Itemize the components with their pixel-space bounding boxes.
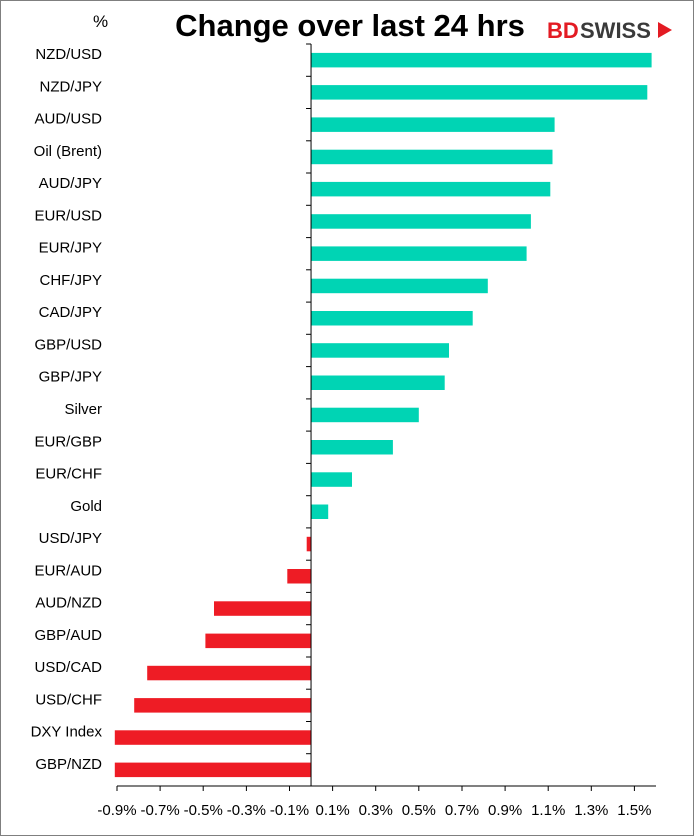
bar-aud-nzd [214, 601, 311, 616]
category-label: Silver [64, 401, 102, 418]
bars-group [114, 52, 652, 778]
x-tick-label: 1.3% [574, 802, 608, 819]
x-tick-label: 1.5% [617, 802, 651, 819]
x-tick-label: 0.7% [445, 802, 479, 819]
logo-text-bd: BD [547, 18, 579, 43]
bar-silver [311, 407, 419, 423]
logo-arrow-icon [658, 22, 672, 38]
category-label: CAD/JPY [39, 304, 102, 321]
category-label: GBP/NZD [35, 756, 102, 773]
tick-labels: -0.9% -0.7% -0.5% -0.3% -0.1% 0.1% 0.3% 0.5% 0.7… [97, 802, 651, 819]
category-label: AUD/NZD [35, 595, 102, 612]
bar-aud-usd [311, 117, 555, 132]
x-tick-label: -0.3% [227, 802, 266, 819]
category-label: DXY Index [31, 724, 103, 741]
bar-eur-gbp [311, 440, 393, 455]
bar-oil-brent [311, 149, 553, 165]
x-tick-label: -0.9% [97, 802, 136, 819]
x-tick-label: -0.1% [270, 802, 309, 819]
x-tick-label: 0.5% [402, 802, 436, 819]
bar-gbp-aud [205, 633, 311, 649]
bar-chf-jpy [311, 278, 488, 294]
bar-cad-jpy [311, 311, 473, 326]
category-label: GBP/JPY [39, 369, 102, 386]
bar-gbp-usd [311, 343, 449, 358]
category-label: Gold [70, 498, 102, 515]
category-label: EUR/GBP [34, 433, 102, 450]
bar-eur-usd [311, 214, 531, 229]
axis-group [116, 43, 656, 791]
bar-gbp-nzd [114, 762, 311, 778]
category-label: AUD/USD [34, 111, 102, 128]
bar-nzd-jpy [311, 85, 648, 100]
bar-nzd-usd [311, 52, 652, 68]
bar-usd-jpy [306, 536, 311, 552]
category-labels: NZD/USD NZD/JPY AUD/USD Oil (Brent) AUD/JPY E… [31, 46, 103, 773]
category-label: Oil (Brent) [34, 143, 102, 160]
x-tick-label: 0.1% [315, 802, 349, 819]
bar-usd-cad [147, 665, 312, 681]
bar-eur-jpy [311, 246, 527, 261]
bar-dxy-index [114, 730, 311, 745]
bar-gold [311, 504, 329, 519]
chart-title: Change over last 24 hrs [175, 8, 525, 43]
category-label: USD/CHF [35, 691, 102, 708]
logo-text-swiss: SWISS [580, 18, 651, 43]
bar-aud-jpy [311, 181, 551, 197]
x-tick-label: 1.1% [531, 802, 565, 819]
category-label: EUR/JPY [39, 240, 102, 257]
category-label: NZD/JPY [39, 78, 102, 95]
x-tick-label: 0.3% [359, 802, 393, 819]
bar-gbp-jpy [311, 375, 445, 390]
bar-usd-chf [134, 698, 311, 713]
category-label: CHF/JPY [39, 272, 102, 289]
bar-eur-chf [311, 472, 352, 487]
x-tick-label: 0.9% [488, 802, 522, 819]
unit-label: % [93, 12, 108, 31]
bdswiss-logo: BD SWISS [547, 18, 672, 43]
x-tick-label: -0.7% [141, 802, 180, 819]
category-label: NZD/USD [35, 46, 102, 63]
x-tick-label: -0.5% [184, 802, 223, 819]
category-label: USD/CAD [34, 659, 102, 676]
category-label: GBP/USD [34, 337, 102, 354]
bar-eur-aud [287, 569, 311, 584]
category-label: EUR/USD [34, 207, 102, 224]
category-label: EUR/AUD [34, 562, 102, 579]
category-label: EUR/CHF [35, 466, 102, 483]
category-label: USD/JPY [39, 530, 102, 547]
category-label: AUD/JPY [39, 175, 102, 192]
category-label: GBP/AUD [34, 627, 102, 644]
